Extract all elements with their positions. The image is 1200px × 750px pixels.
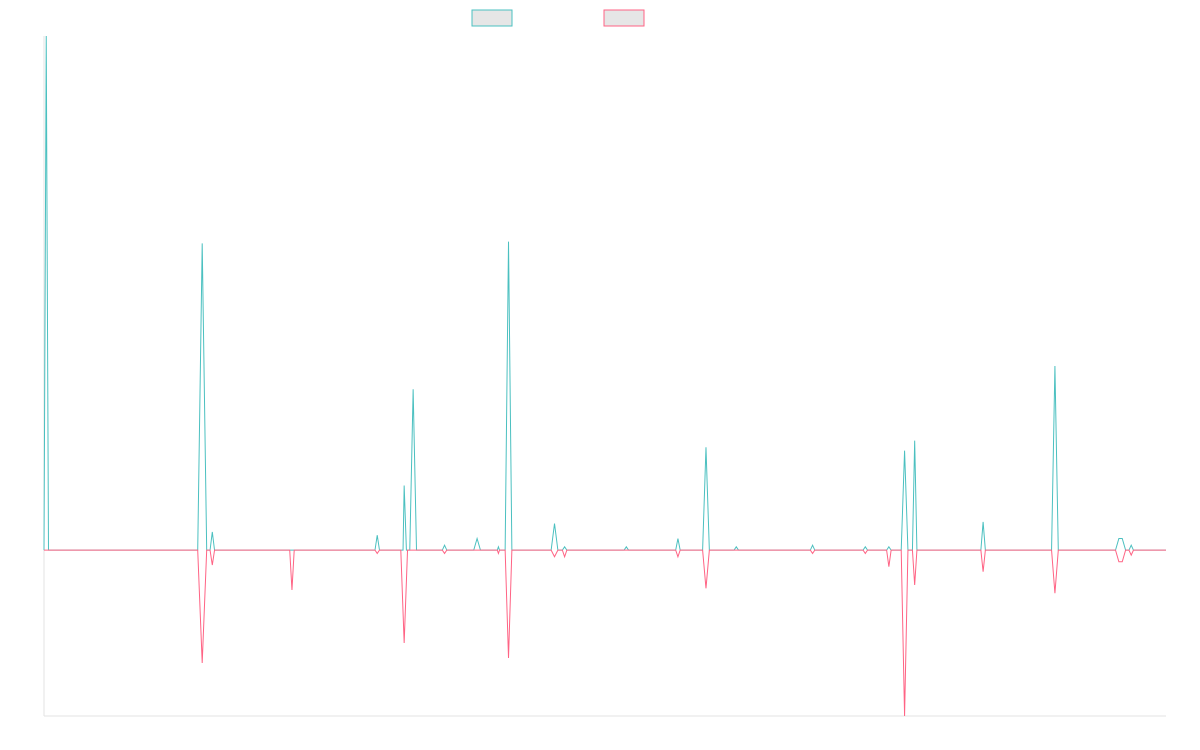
series-line-1 — [43, 35, 1166, 551]
axes — [43, 36, 1166, 717]
legend — [471, 9, 645, 27]
series-line-2 — [44, 549, 1166, 717]
legend-swatch-1[interactable] — [471, 9, 513, 27]
legend-swatch-2[interactable] — [603, 9, 645, 27]
series-layer — [43, 35, 1166, 717]
